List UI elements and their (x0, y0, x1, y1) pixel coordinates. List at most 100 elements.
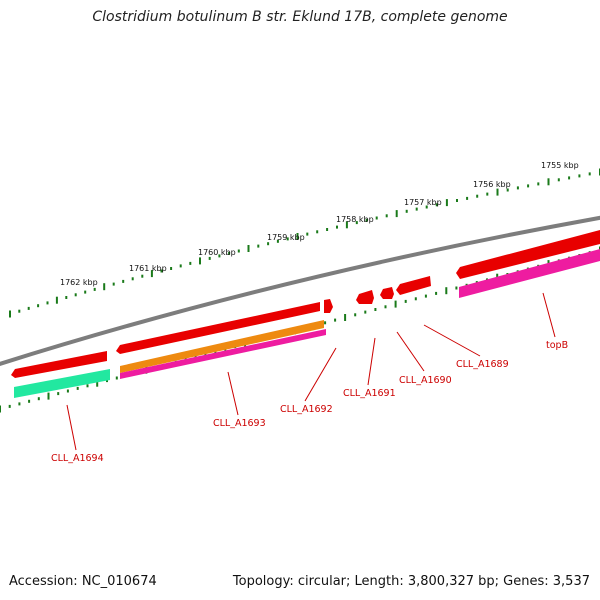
minor-tick (286, 237, 289, 241)
cds-feature[interactable] (324, 299, 333, 313)
minor-tick (557, 178, 560, 182)
outer-kbp-ticks (9, 168, 600, 318)
minor-tick (425, 205, 428, 209)
magenta-feature[interactable] (459, 249, 600, 298)
minor-tick (364, 310, 367, 314)
minor-tick (65, 296, 68, 299)
minor-tick (306, 232, 309, 236)
minor-tick (537, 182, 540, 186)
minor-tick (365, 218, 368, 222)
minor-tick (179, 264, 182, 268)
minor-tick (8, 404, 11, 408)
minor-tick (424, 294, 427, 298)
forward-cds-track (11, 230, 600, 378)
minor-tick (257, 244, 260, 248)
gene-label-cll-a1693[interactable]: CLL_A1693 (213, 418, 266, 429)
minor-tick (170, 267, 173, 270)
gene-label-topb[interactable]: topB (546, 340, 568, 351)
minor-tick (506, 188, 509, 192)
minor-tick (131, 277, 134, 281)
minor-tick (18, 309, 21, 313)
major-tick (0, 405, 1, 413)
kbp-scale-labels: 1755 kbp 1756 kbp 1757 kbp 1758 kbp 1759… (60, 161, 579, 287)
minor-tick (324, 321, 327, 325)
cds-feature[interactable] (456, 230, 600, 279)
major-tick (394, 300, 397, 308)
leader-line (227, 371, 239, 416)
major-tick (47, 392, 50, 400)
minor-tick (415, 207, 418, 211)
minor-tick (385, 214, 388, 218)
minor-tick (588, 172, 591, 176)
gene-label-cll-a1694[interactable]: CLL_A1694 (51, 453, 104, 464)
minor-tick (336, 225, 338, 229)
minor-tick (455, 286, 458, 290)
cds-feature[interactable] (396, 276, 431, 295)
minor-tick (354, 313, 357, 317)
minor-tick (228, 251, 231, 255)
magenta-feature[interactable] (120, 329, 326, 379)
major-tick (496, 188, 499, 196)
minor-tick (189, 261, 192, 265)
major-tick (395, 210, 398, 218)
minor-tick (316, 230, 319, 234)
major-tick (445, 199, 448, 207)
genome-summary: Topology: circular; Length: 3,800,327 bp… (232, 574, 590, 589)
teal-feature[interactable] (14, 369, 110, 398)
cds-feature[interactable] (116, 302, 320, 354)
minor-tick (237, 249, 240, 253)
major-tick (150, 270, 153, 278)
minor-tick (414, 297, 417, 301)
minor-tick (84, 290, 87, 294)
leader-line (423, 324, 481, 357)
leader-line (304, 347, 337, 402)
minor-tick (37, 304, 40, 308)
cds-feature[interactable] (356, 290, 374, 304)
minor-tick (218, 254, 221, 258)
minor-tick (466, 196, 469, 200)
minor-tick (18, 402, 21, 406)
minor-tick (27, 306, 30, 310)
major-tick (296, 233, 299, 240)
leader-line (367, 337, 376, 386)
kbp-label: 1761 kbp (129, 264, 167, 273)
kbp-label: 1758 kbp (336, 215, 374, 224)
major-tick (344, 314, 347, 321)
gene-label-cll-a1689[interactable]: CLL_A1689 (456, 359, 509, 370)
accession-label: Accession: NC_010674 (9, 574, 157, 589)
major-tick (199, 257, 201, 265)
minor-tick (405, 209, 408, 213)
minor-tick (476, 194, 479, 198)
minor-tick (57, 392, 60, 396)
minor-tick (115, 376, 118, 380)
kbp-label: 1760 kbp (198, 248, 236, 257)
orange-feature[interactable] (120, 320, 324, 373)
minor-tick (74, 293, 77, 297)
cds-feature[interactable] (11, 351, 107, 378)
major-tick (103, 283, 106, 291)
minor-tick (456, 199, 458, 202)
minor-tick (486, 192, 489, 196)
minor-tick (122, 279, 125, 283)
minor-tick (106, 379, 108, 383)
secondary-feature-track (14, 249, 600, 398)
major-tick (9, 310, 11, 318)
map-title: Clostridium botulinum B str. Eklund 17B,… (92, 9, 508, 25)
major-tick (345, 221, 348, 229)
genome-backbone (0, 215, 600, 366)
cds-feature[interactable] (380, 287, 394, 299)
gene-label-cll-a1690[interactable]: CLL_A1690 (399, 375, 452, 386)
major-tick (96, 379, 99, 387)
major-tick (247, 245, 250, 252)
major-tick (55, 296, 58, 304)
kbp-label: 1759 kbp (267, 233, 305, 242)
gene-label-cll-a1691[interactable]: CLL_A1691 (343, 388, 396, 399)
kbp-label: 1762 kbp (60, 278, 98, 287)
minor-tick (160, 269, 163, 273)
minor-tick (66, 389, 69, 393)
minor-tick (276, 239, 279, 243)
minor-tick (141, 274, 144, 278)
leader-line (396, 331, 425, 372)
gene-label-cll-a1692[interactable]: CLL_A1692 (280, 404, 333, 415)
